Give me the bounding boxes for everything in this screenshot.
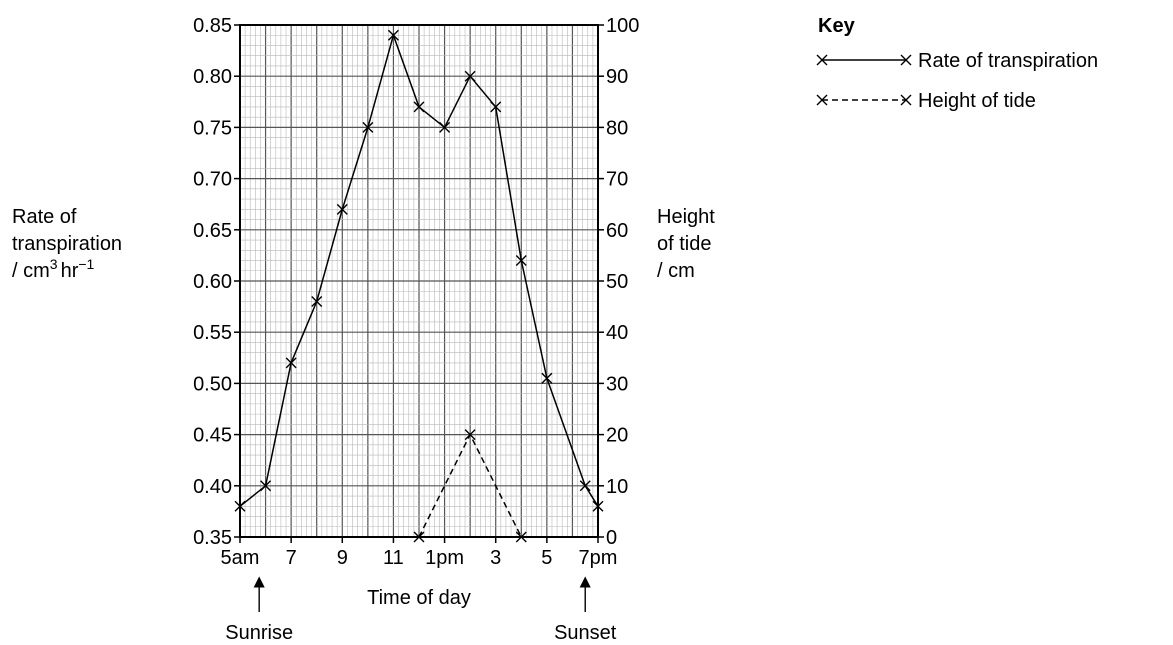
left-axis-unit-hr: hr [61,260,79,282]
left-tick-label: 0.65 [193,220,232,242]
left-axis-unit-exp: −1 [78,256,94,272]
data-point-rate-of-transpiration [579,480,591,492]
data-point-rate-of-transpiration [234,500,246,512]
right-tick-label: 60 [606,220,628,242]
left-tick-label: 0.45 [193,425,232,447]
legend-marker-rate-of-transpiration [900,54,912,66]
data-point-rate-of-transpiration [592,500,604,512]
x-tick-label: 5 [541,547,552,569]
data-point-rate-of-transpiration [285,357,297,369]
right-tick-label: 80 [606,117,628,139]
data-point-rate-of-transpiration [311,295,323,307]
left-tick-label: 0.60 [193,271,232,293]
plot-grid [239,24,599,538]
x-tick-label: 7pm [579,547,618,569]
right-axis-title-line2: of tide [657,233,711,255]
data-point-height-of-tide [464,429,476,441]
data-point-rate-of-transpiration [362,121,374,133]
sunset-label: Sunset [554,622,617,644]
legend-marker-height-of-tide [900,94,912,106]
legend-title: Key [818,15,856,37]
left-axis-title-line1: Rate of [12,206,77,228]
data-point-rate-of-transpiration [387,29,399,41]
annotations: Sunrise Sunset [225,576,617,644]
legend-marker-rate-of-transpiration [816,54,828,66]
left-tick-label: 0.35 [193,527,232,549]
left-tick-label: 0.85 [193,15,232,37]
x-tick-label: 3 [490,547,501,569]
data-point-rate-of-transpiration [260,480,272,492]
axis-labels: Time of day Rate of transpiration / cm3 h… [12,206,715,609]
right-axis-title-line1: Height [657,206,715,228]
legend-marker-height-of-tide [816,94,828,106]
data-point-rate-of-transpiration [413,101,425,113]
data-point-height-of-tide [515,531,527,543]
right-tick-label: 40 [606,322,628,344]
left-axis-title-line2: transpiration [12,233,122,255]
left-tick-label: 0.40 [193,476,232,498]
right-tick-label: 70 [606,169,628,191]
left-tick-label: 0.80 [193,66,232,88]
legend-label-rate-of-transpiration: Rate of transpiration [918,50,1098,72]
left-axis-title-line3: / cm3 hr−1 [12,256,95,282]
data-series [234,29,604,543]
legend: Key Rate of transpiration Height of tide [816,15,1098,112]
data-point-height-of-tide [413,531,425,543]
right-tick-label: 50 [606,271,628,293]
data-point-rate-of-transpiration [439,121,451,133]
data-point-rate-of-transpiration [464,70,476,82]
x-tick-label: 9 [337,547,348,569]
left-tick-label: 0.55 [193,322,232,344]
data-point-rate-of-transpiration [336,203,348,215]
right-tick-label: 90 [606,66,628,88]
x-tick-label: 1pm [425,547,464,569]
right-tick-label: 100 [606,15,639,37]
x-tick-label: 5am [221,547,260,569]
left-tick-label: 0.75 [193,117,232,139]
series-height-of-tide [413,429,527,543]
right-tick-label: 20 [606,425,628,447]
data-point-rate-of-transpiration [515,255,527,267]
left-axis-unit: / cm [12,260,50,282]
data-point-rate-of-transpiration [490,101,502,113]
sunrise-label: Sunrise [225,622,293,644]
legend-label-height-of-tide: Height of tide [918,90,1036,112]
x-tick-label: 7 [286,547,297,569]
data-point-rate-of-transpiration [541,372,553,384]
right-axis-title-line3: / cm [657,260,695,282]
right-tick-label: 10 [606,476,628,498]
left-axis-unit-sup: 3 [50,256,58,272]
right-tick-label: 30 [606,373,628,395]
series-rate-of-transpiration [234,29,604,512]
x-tick-label: 11 [383,547,404,569]
left-tick-label: 0.70 [193,169,232,191]
right-tick-label: 0 [606,527,617,549]
x-axis-title: Time of day [367,587,471,609]
left-tick-label: 0.50 [193,373,232,395]
